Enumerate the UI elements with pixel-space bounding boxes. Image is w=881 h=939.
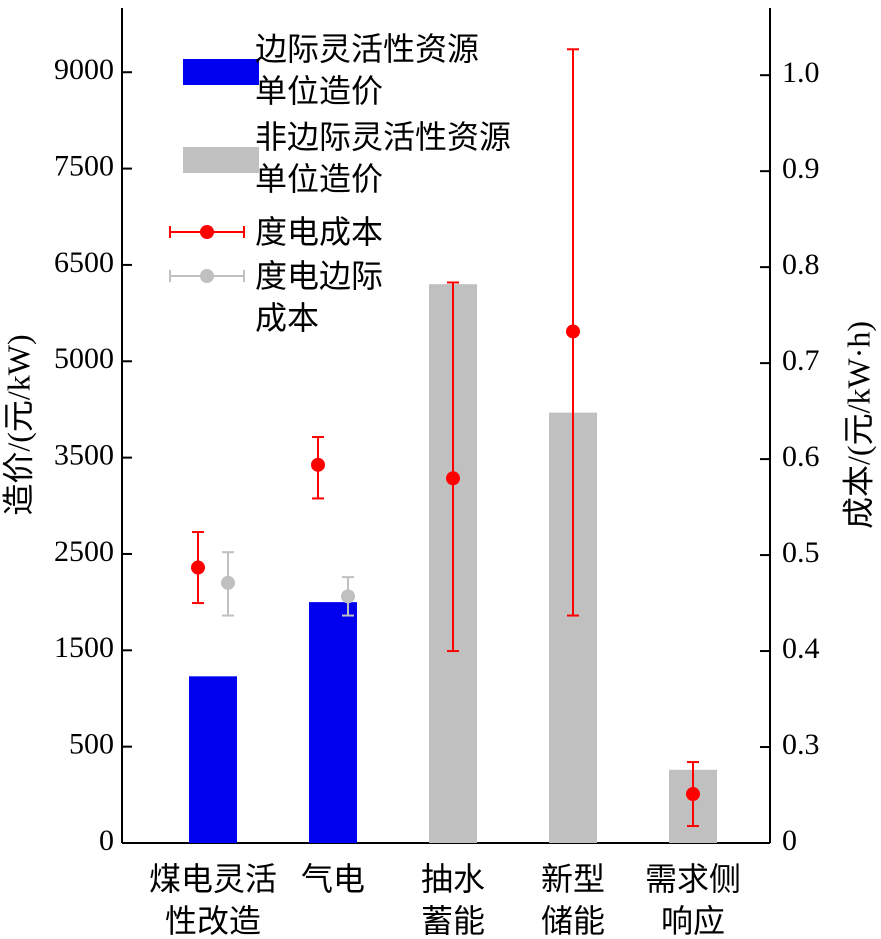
y2-tick-label: 0.5 bbox=[782, 536, 820, 569]
y-tick-label: 7500 bbox=[54, 149, 114, 182]
y-tick-label: 0 bbox=[99, 824, 114, 857]
point bbox=[686, 787, 700, 802]
y2-tick-label: 0.7 bbox=[782, 344, 820, 377]
point bbox=[311, 457, 325, 472]
legend-swatch bbox=[183, 59, 259, 85]
legend-swatch bbox=[183, 147, 259, 173]
y-tick-label: 2500 bbox=[54, 535, 114, 568]
x-tick-label: 新型储能 bbox=[540, 861, 605, 939]
point bbox=[341, 589, 355, 604]
y-tick-label: 9000 bbox=[54, 53, 114, 86]
y2-tick-label: 0.9 bbox=[782, 152, 820, 185]
y-tick-label: 500 bbox=[69, 728, 114, 761]
point bbox=[446, 471, 460, 486]
y-tick-label: 1500 bbox=[54, 631, 114, 664]
y-tick-label: 3500 bbox=[54, 439, 114, 472]
legend-marker bbox=[200, 225, 214, 239]
x-tick-label: 气电 bbox=[300, 861, 365, 897]
point bbox=[191, 560, 205, 575]
point bbox=[221, 575, 235, 590]
bar bbox=[189, 676, 237, 843]
error-bar bbox=[447, 281, 459, 653]
x-tick-label: 抽水蓄能 bbox=[420, 861, 485, 939]
bar bbox=[309, 602, 357, 843]
point bbox=[566, 324, 580, 339]
x-tick-label: 需求侧响应 bbox=[644, 861, 741, 939]
x-tick-label: 煤电灵活性改造 bbox=[148, 861, 277, 939]
y2-tick-label: 0.6 bbox=[782, 440, 820, 473]
y2-tick-label: 0.4 bbox=[782, 632, 820, 665]
y2-tick-label: 1.0 bbox=[782, 56, 820, 89]
legend-marker bbox=[200, 269, 214, 283]
legend-label: 边际灵活性资源单位造价 bbox=[255, 31, 480, 109]
legend-label: 非边际灵活性资源单位造价 bbox=[255, 119, 512, 197]
y-tick-label: 5000 bbox=[54, 342, 114, 375]
y-tick-label: 6500 bbox=[54, 246, 114, 279]
y2-axis-title: 成本/(元/kW·h) bbox=[840, 321, 876, 529]
legend-label: 度电边际成本 bbox=[255, 258, 384, 336]
y2-tick-label: 0.3 bbox=[782, 728, 820, 761]
legend-label: 度电成本 bbox=[255, 214, 384, 250]
y2-tick-label: 0.8 bbox=[782, 248, 820, 281]
y2-tick-label: 0 bbox=[782, 824, 797, 857]
y-axis-title: 造价/(元/kW) bbox=[0, 334, 36, 515]
